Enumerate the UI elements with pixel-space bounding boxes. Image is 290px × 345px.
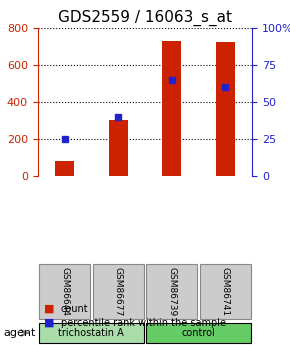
Text: GSM86739: GSM86739	[167, 267, 176, 316]
Bar	[109, 120, 128, 176]
Text: percentile rank within the sample: percentile rank within the sample	[61, 318, 226, 327]
Title: GDS2559 / 16063_s_at: GDS2559 / 16063_s_at	[58, 10, 232, 26]
Text: GSM86644: GSM86644	[60, 267, 69, 316]
Text: trichostatin A: trichostatin A	[59, 328, 124, 338]
Text: ■: ■	[44, 318, 54, 327]
Text: GSM86741: GSM86741	[221, 267, 230, 316]
Text: control: control	[182, 328, 215, 338]
Text: ■: ■	[44, 304, 54, 314]
Bar	[216, 42, 235, 176]
Text: GSM86677: GSM86677	[114, 267, 123, 316]
Bar	[55, 161, 74, 176]
Text: agent: agent	[3, 328, 35, 338]
Text: count: count	[61, 304, 88, 314]
Bar	[162, 41, 181, 176]
